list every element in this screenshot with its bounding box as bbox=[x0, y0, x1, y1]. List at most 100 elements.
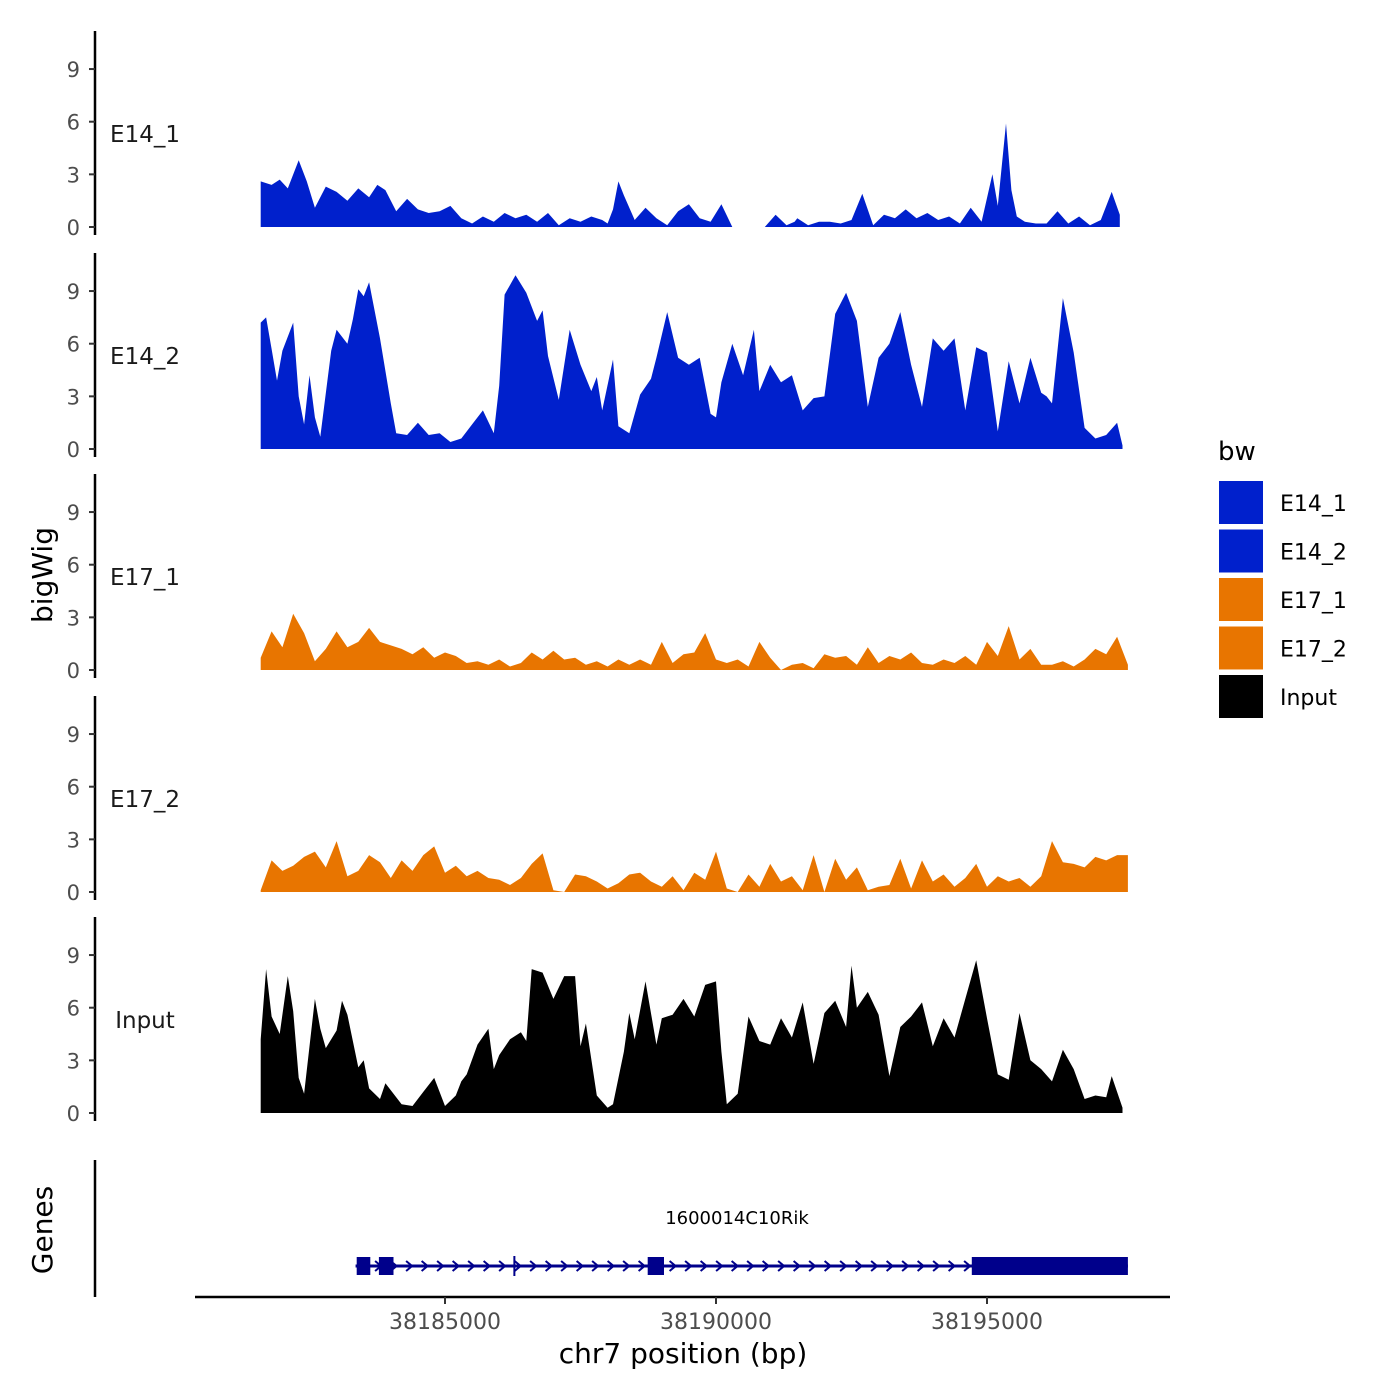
strand-arrow bbox=[482, 1260, 492, 1272]
legend-title: bw bbox=[1218, 437, 1256, 467]
signal-area-e14-1 bbox=[260, 123, 1120, 227]
legend-swatch bbox=[1219, 578, 1263, 621]
signal-area-e17-2 bbox=[260, 841, 1128, 892]
y-tick-label: 0 bbox=[67, 1102, 80, 1126]
legend-swatch bbox=[1219, 626, 1263, 670]
strand-arrow bbox=[668, 1260, 678, 1272]
strand-arrow bbox=[963, 1260, 972, 1272]
strand-arrow bbox=[947, 1260, 957, 1272]
y-tick-label: 9 bbox=[67, 280, 80, 304]
panel-label: E14_1 bbox=[110, 122, 180, 148]
gene-exon bbox=[647, 1257, 664, 1275]
strand-arrow bbox=[854, 1260, 864, 1272]
x-tick-label: 38185000 bbox=[389, 1310, 501, 1335]
y-tick-label: 3 bbox=[67, 606, 80, 630]
legend-item: E14_1 bbox=[1219, 481, 1347, 524]
legend-label: E14_1 bbox=[1280, 492, 1347, 517]
strand-arrow bbox=[405, 1260, 414, 1272]
strand-arrow bbox=[746, 1260, 755, 1272]
strand-arrow bbox=[451, 1260, 461, 1272]
y-tick-label: 3 bbox=[67, 828, 80, 852]
legend-item: E17_1 bbox=[1219, 578, 1347, 621]
y-tick-label: 9 bbox=[67, 723, 80, 747]
strand-arrow bbox=[777, 1260, 786, 1272]
strand-arrow bbox=[544, 1260, 554, 1272]
legend-label: E17_2 bbox=[1280, 638, 1347, 663]
strand-arrow bbox=[684, 1260, 693, 1272]
y-tick-label: 6 bbox=[67, 554, 80, 578]
legend-label: Input bbox=[1280, 686, 1337, 711]
y-tick-label: 9 bbox=[67, 944, 80, 968]
strand-arrow bbox=[575, 1260, 585, 1272]
y-tick-label: 6 bbox=[67, 997, 80, 1021]
strand-arrow bbox=[823, 1260, 833, 1272]
x-tick-label: 38190000 bbox=[660, 1310, 772, 1335]
gene-name-label: 1600014C10Rik bbox=[665, 1208, 809, 1229]
y-tick-label: 3 bbox=[67, 1049, 80, 1073]
signal-area-e17-1 bbox=[260, 613, 1128, 670]
gene-exon bbox=[971, 1257, 1128, 1275]
panel-e17-1: 0 3 6 9 E17_1 bbox=[67, 474, 1128, 683]
strand-arrow bbox=[498, 1260, 507, 1272]
panel-input: 0 3 6 9 Input bbox=[67, 917, 1123, 1126]
y-tick-label: 9 bbox=[67, 501, 80, 525]
y-tick-label: 0 bbox=[67, 881, 80, 905]
panel-e17-2: 0 3 6 9 E17_2 bbox=[67, 696, 1128, 905]
genes-track-label: Genes bbox=[26, 1186, 59, 1274]
strand-arrow bbox=[761, 1260, 771, 1272]
panel-e14-1: 0 3 6 9 E14_1 bbox=[67, 31, 1120, 240]
panel-e14-2: 0 3 6 9 E14_2 bbox=[67, 253, 1123, 462]
panel-label: E14_2 bbox=[110, 344, 180, 370]
strand-arrow bbox=[808, 1260, 817, 1272]
signal-area-input bbox=[260, 960, 1123, 1113]
strand-arrow bbox=[436, 1260, 445, 1272]
y-tick-label: 0 bbox=[67, 438, 80, 462]
x-axis-label: chr7 position (bp) bbox=[559, 1337, 808, 1370]
strand-arrow bbox=[591, 1260, 600, 1272]
legend-label: E14_2 bbox=[1280, 541, 1347, 566]
strand-arrow bbox=[870, 1260, 879, 1272]
legend-swatch bbox=[1219, 529, 1263, 573]
panel-label: Input bbox=[115, 1008, 175, 1034]
strand-arrow bbox=[792, 1260, 802, 1272]
panel-label: E17_1 bbox=[110, 565, 180, 591]
strand-arrow bbox=[932, 1260, 941, 1272]
panel-label: E17_2 bbox=[110, 787, 180, 813]
legend-item: E17_2 bbox=[1219, 626, 1347, 670]
gene-model: 1600014C10Rik bbox=[355, 1208, 1128, 1276]
strand-arrow bbox=[839, 1260, 848, 1272]
signal-area-e14-2 bbox=[260, 275, 1123, 449]
strand-arrow bbox=[560, 1260, 569, 1272]
y-tick-label: 0 bbox=[67, 659, 80, 683]
strand-arrow bbox=[885, 1260, 895, 1272]
legend-label: E17_1 bbox=[1280, 589, 1347, 614]
strand-arrow bbox=[637, 1260, 647, 1272]
y-tick-label: 0 bbox=[67, 216, 80, 240]
strand-arrow bbox=[901, 1260, 910, 1272]
strand-arrow bbox=[699, 1260, 709, 1272]
strand-arrow bbox=[467, 1260, 476, 1272]
y-tick-label: 6 bbox=[67, 776, 80, 800]
strand-arrow bbox=[529, 1260, 538, 1272]
y-tick-label: 9 bbox=[67, 58, 80, 82]
strand-arrow bbox=[420, 1260, 430, 1272]
legend-item: E14_2 bbox=[1219, 529, 1347, 573]
strand-arrow bbox=[730, 1260, 740, 1272]
y-tick-label: 3 bbox=[67, 163, 80, 187]
strand-arrow bbox=[916, 1260, 926, 1272]
strand-arrow bbox=[622, 1260, 631, 1272]
y-axis-label: bigWig bbox=[26, 527, 59, 623]
strand-arrow bbox=[715, 1260, 724, 1272]
x-tick-label: 38195000 bbox=[931, 1310, 1043, 1335]
strand-arrow bbox=[513, 1260, 523, 1272]
y-tick-label: 6 bbox=[67, 333, 80, 357]
gene-exon bbox=[356, 1257, 371, 1275]
legend-item: Input bbox=[1219, 675, 1337, 718]
strand-arrow bbox=[606, 1260, 616, 1272]
legend-swatch bbox=[1219, 675, 1263, 718]
y-tick-label: 3 bbox=[67, 385, 80, 409]
legend-swatch bbox=[1219, 481, 1263, 524]
y-tick-label: 6 bbox=[67, 111, 80, 135]
gene-exon bbox=[378, 1257, 394, 1275]
